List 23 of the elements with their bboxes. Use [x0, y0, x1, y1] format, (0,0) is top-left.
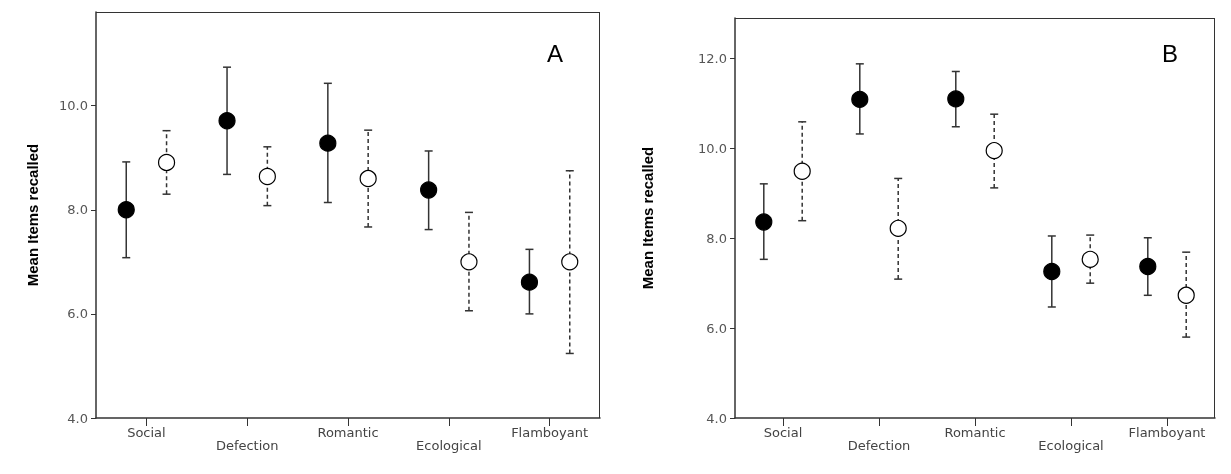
x-tick-label: Romantic	[317, 425, 379, 440]
y-axis-title: Mean Items recalled	[24, 143, 41, 287]
y-tick-label: 8.0	[67, 202, 88, 218]
y-tick-label: 6.0	[706, 320, 727, 336]
x-tick-label: Flamboyant	[1128, 425, 1206, 440]
x-tick-label: Social	[763, 425, 803, 440]
y-tick-label: 12.0	[698, 50, 727, 66]
x-tick-label: Flamboyant	[511, 425, 589, 440]
x-tick-label: Defection	[215, 438, 279, 453]
x-tick-label: Social	[127, 425, 166, 440]
y-tick-label: 6.0	[67, 306, 88, 322]
annotation: B	[1161, 39, 1179, 67]
y-tick-label: 4.0	[706, 410, 727, 426]
y-tick-label: 4.0	[67, 410, 88, 426]
annotation: A	[546, 39, 564, 67]
y-axis-title: Mean Items recalled	[639, 146, 656, 290]
y-tick-label: 10.0	[698, 140, 727, 156]
x-tick-label: Defection	[847, 438, 911, 453]
y-tick-label: 10.0	[59, 98, 88, 114]
y-tick-label: 8.0	[706, 230, 727, 246]
x-tick-label: Romantic	[944, 425, 1006, 440]
x-tick-label: Ecological	[1038, 438, 1104, 453]
x-tick-label: Ecological	[416, 438, 482, 453]
